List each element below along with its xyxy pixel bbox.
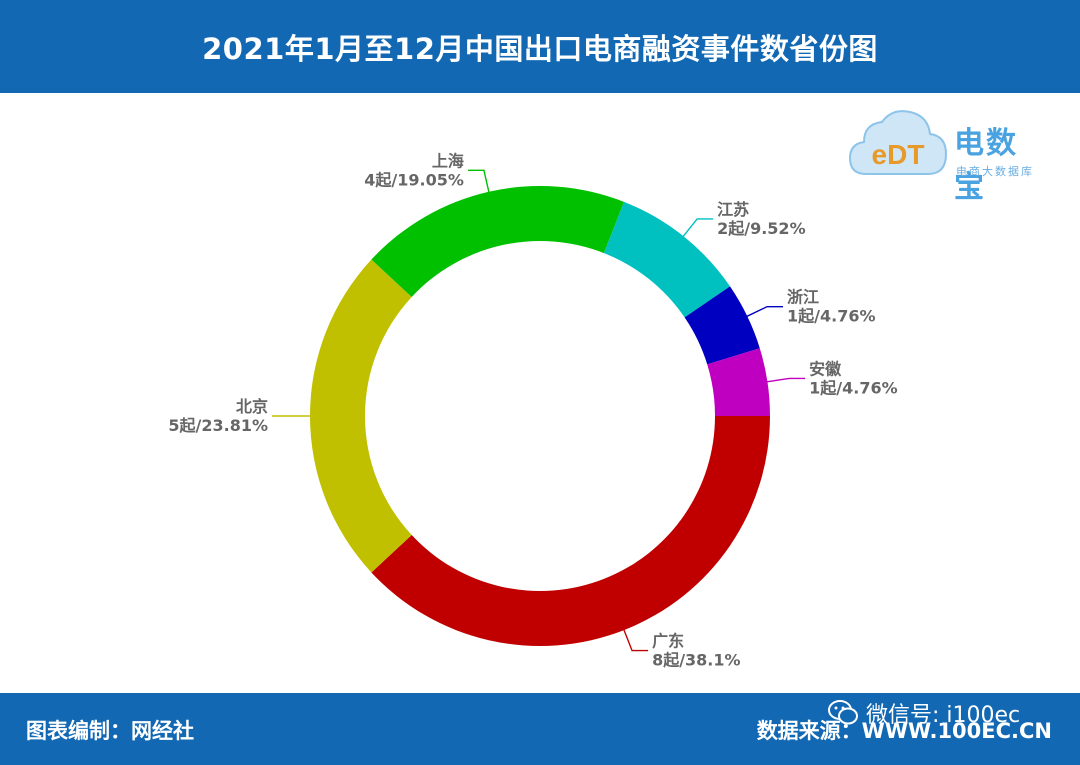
logo-subtitle: 电商大数据库 <box>956 165 1034 178</box>
chart-credit: 图表编制：网经社 <box>26 719 194 743</box>
slice-value-label-5: 1起/4.76% <box>809 378 898 397</box>
wechat-watermark: 微信号: i100ec <box>828 699 1021 728</box>
slice-value-label-3: 2起/9.52% <box>717 219 806 238</box>
chart-title: 2021年1月至12月中国出口电商融资事件数省份图 <box>202 31 878 66</box>
data-source: 数据来源：WWW.100EC.CN <box>756 719 1052 743</box>
slice-value-label-4: 1起/4.76% <box>787 307 876 326</box>
header-bar: 2021年1月至12月中国出口电商融资事件数省份图 <box>0 0 1080 93</box>
wechat-id: 微信号: i100ec <box>866 703 1021 728</box>
slice-value-label-1: 5起/23.81% <box>168 416 268 435</box>
slice-name-label-2: 上海 <box>432 151 464 170</box>
slice-name-label-3: 江苏 <box>717 200 749 219</box>
donut-slice-1 <box>310 259 412 573</box>
slice-name-label-5: 安徽 <box>809 359 842 378</box>
logo-name: 电数宝 <box>954 126 1018 205</box>
donut-slice-0 <box>371 416 770 647</box>
wechat-icon <box>828 700 858 725</box>
leader-line-0 <box>621 626 649 652</box>
donut-slice-5 <box>707 348 770 416</box>
slice-name-label-0: 广东 <box>652 632 684 651</box>
slice-value-label-2: 4起/19.05% <box>364 170 464 189</box>
leader-line-4 <box>743 305 784 319</box>
leader-line-2 <box>467 169 491 196</box>
donut-slice-3 <box>603 201 731 318</box>
cloud-logo-icon: eDT <box>848 110 948 175</box>
logo-badge: eDT <box>872 139 925 170</box>
leader-line-5 <box>763 377 806 384</box>
donut-slice-4 <box>684 286 760 365</box>
edt-logo: eDT 电数宝 电商大数据库 <box>848 100 1048 205</box>
leader-line-3 <box>680 218 714 240</box>
footer-bar: 图表编制：网经社 微信号: i100ec 数据来源：WWW.100EC.CN <box>0 693 1080 765</box>
slice-name-label-1: 北京 <box>236 397 268 416</box>
slice-value-label-0: 8起/38.1% <box>652 651 741 670</box>
slice-name-label-4: 浙江 <box>787 288 819 307</box>
donut-slice-2 <box>371 186 625 297</box>
